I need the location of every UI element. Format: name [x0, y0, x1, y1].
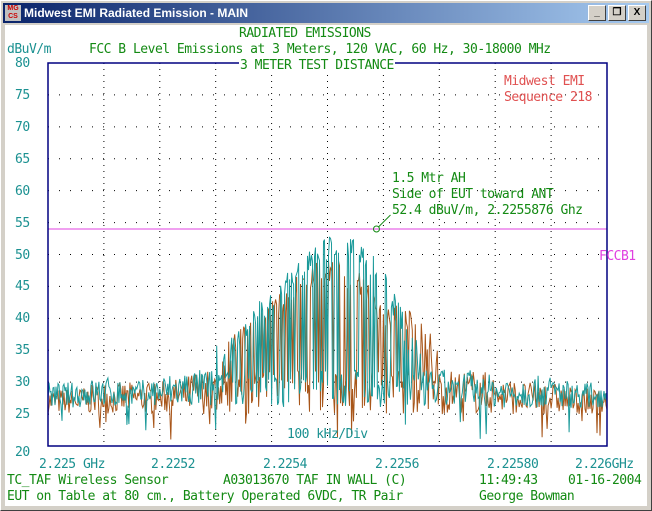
test-date: 01-16-2004: [568, 473, 642, 488]
window-title: Midwest EMI Radiated Emission - MAIN: [24, 6, 249, 20]
y-tick-label: 25: [15, 407, 30, 423]
y-tick-label: 50: [15, 247, 30, 263]
trace-teal: [47, 236, 608, 439]
close-button[interactable]: X: [628, 5, 646, 21]
x-tick-label: 2.225 GHz: [39, 457, 105, 472]
div-label: 100 kHz/Div: [287, 427, 368, 442]
limit-label: FCCB1: [599, 249, 636, 264]
y-tick-label: 20: [15, 445, 30, 460]
chart-subtitle: FCC B Level Emissions at 3 Meters, 120 V…: [89, 42, 551, 57]
test-distance: 3 METER TEST DISTANCE: [239, 58, 395, 73]
app-icon: MG CS: [5, 5, 21, 21]
plot-client: RADIATED EMISSIONS dBuV/m FCC B Level Em…: [5, 25, 647, 506]
x-tick-label: 2.226GHz: [575, 457, 634, 472]
marker-line2: Side of EUT toward ANT: [392, 187, 554, 202]
x-tick-label: 2.2252: [151, 457, 195, 472]
operator-name: George Bowman: [479, 489, 575, 504]
marker-line3: 52.4 dBuV/m, 2.2255876 Ghz: [392, 203, 583, 218]
title-bar: MG CS Midwest EMI Radiated Emission - MA…: [3, 3, 649, 23]
lab-name: Midwest EMI: [504, 74, 585, 89]
marker-leader: [378, 214, 391, 228]
sequence-number: Sequence 218: [504, 90, 592, 105]
y-tick-label: 40: [15, 311, 30, 327]
y-tick-label: 45: [15, 279, 30, 295]
test-setup: EUT on Table at 80 cm., Battery Operated…: [7, 489, 403, 504]
marker-point: [372, 225, 380, 233]
eut-id: A03013670 TAF IN WALL (C): [223, 473, 407, 488]
test-time: 11:49:43: [479, 473, 538, 488]
minimize-button[interactable]: _: [588, 5, 606, 21]
x-tick-label: 2.22580: [487, 457, 539, 472]
chart-title: RADIATED EMISSIONS: [239, 26, 371, 41]
y-tick-label: 70: [15, 119, 30, 135]
y-tick-label: 75: [15, 87, 30, 103]
y-axis-unit: dBuV/m: [7, 42, 51, 57]
y-tick-label: 35: [15, 343, 30, 359]
y-tick-label: 55: [15, 215, 30, 231]
y-tick-label: 60: [15, 183, 30, 199]
x-tick-label: 2.2256: [375, 457, 419, 472]
marker-line1: 1.5 Mtr AH: [392, 171, 466, 186]
x-tick-label: 2.2254: [263, 457, 307, 472]
y-tick-label: 30: [15, 375, 30, 391]
eut-description: TC_TAF Wireless Sensor: [7, 473, 169, 488]
y-tick-label: 80: [15, 56, 30, 71]
restore-button[interactable]: ❐: [608, 5, 626, 21]
y-tick-label: 65: [15, 151, 30, 167]
